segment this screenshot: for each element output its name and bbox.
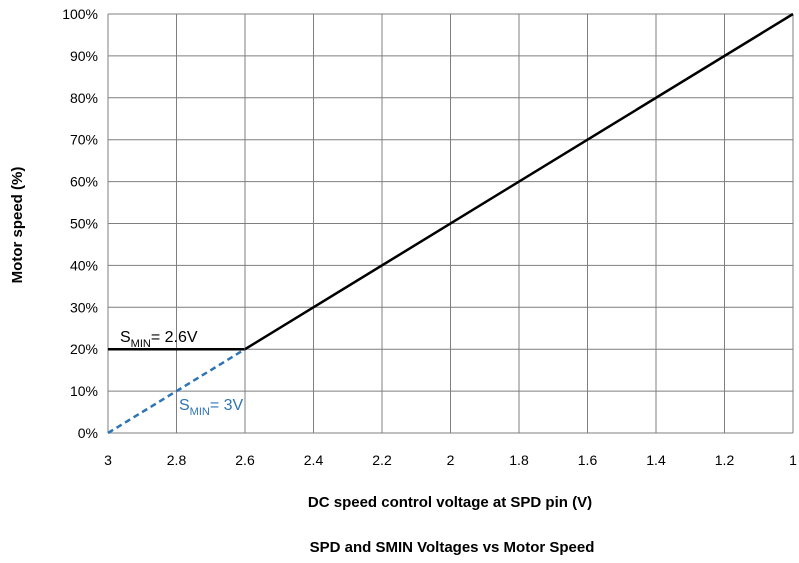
- y-tick-label: 70%: [70, 132, 98, 148]
- annotation-main: S: [120, 329, 131, 346]
- x-tick-label: 2.8: [167, 452, 187, 468]
- y-tick-label: 90%: [70, 48, 98, 64]
- y-tick-label: 40%: [70, 257, 98, 273]
- x-tick-label: 3: [104, 452, 112, 468]
- x-tick-label: 2.6: [235, 452, 255, 468]
- annotation-rest: = 2.6V: [151, 329, 198, 346]
- x-tick-label: 2: [447, 452, 455, 468]
- annotation-sub: MIN: [190, 406, 210, 418]
- y-tick-label: 20%: [70, 341, 98, 357]
- annotation-sub: MIN: [131, 338, 151, 350]
- grid: [107, 13, 794, 434]
- y-tick-label: 10%: [70, 383, 98, 399]
- series-layer: [107, 12, 794, 435]
- y-tick-label: 30%: [70, 299, 98, 315]
- annotation-smin-3v: SMIN= 3V: [179, 397, 244, 418]
- x-tick-label: 1: [789, 452, 797, 468]
- x-tick-label: 2.2: [372, 452, 392, 468]
- x-axis-title: DC speed control voltage at SPD pin (V): [308, 494, 592, 511]
- y-axis-title: Motor speed (%): [9, 167, 26, 284]
- x-tick-label: 2.4: [304, 452, 324, 468]
- y-tick-label: 60%: [70, 174, 98, 190]
- annotation-main: S: [179, 397, 190, 414]
- y-tick-label: 0%: [78, 425, 98, 441]
- x-tick-label: 1.6: [578, 452, 598, 468]
- x-tick-label: 1.4: [646, 452, 666, 468]
- annotation-smin-2-6v: SMIN= 2.6V: [120, 329, 198, 350]
- y-tick-label: 80%: [70, 90, 98, 106]
- y-tick-label: 100%: [62, 6, 98, 22]
- chart-title: SPD and SMIN Voltages vs Motor Speed: [310, 539, 595, 556]
- y-tick-label: 50%: [70, 216, 98, 232]
- tick-labels: 3 2.8 2.6 2.4 2.2 2 1.8 1.6 1.4 1.2 10%10%20%30%40…: [62, 6, 797, 468]
- x-tick-label: 1.2: [715, 452, 735, 468]
- x-tick-label: 1.8: [509, 452, 529, 468]
- annotation-rest: = 3V: [210, 397, 244, 414]
- series-line-2: [107, 348, 246, 435]
